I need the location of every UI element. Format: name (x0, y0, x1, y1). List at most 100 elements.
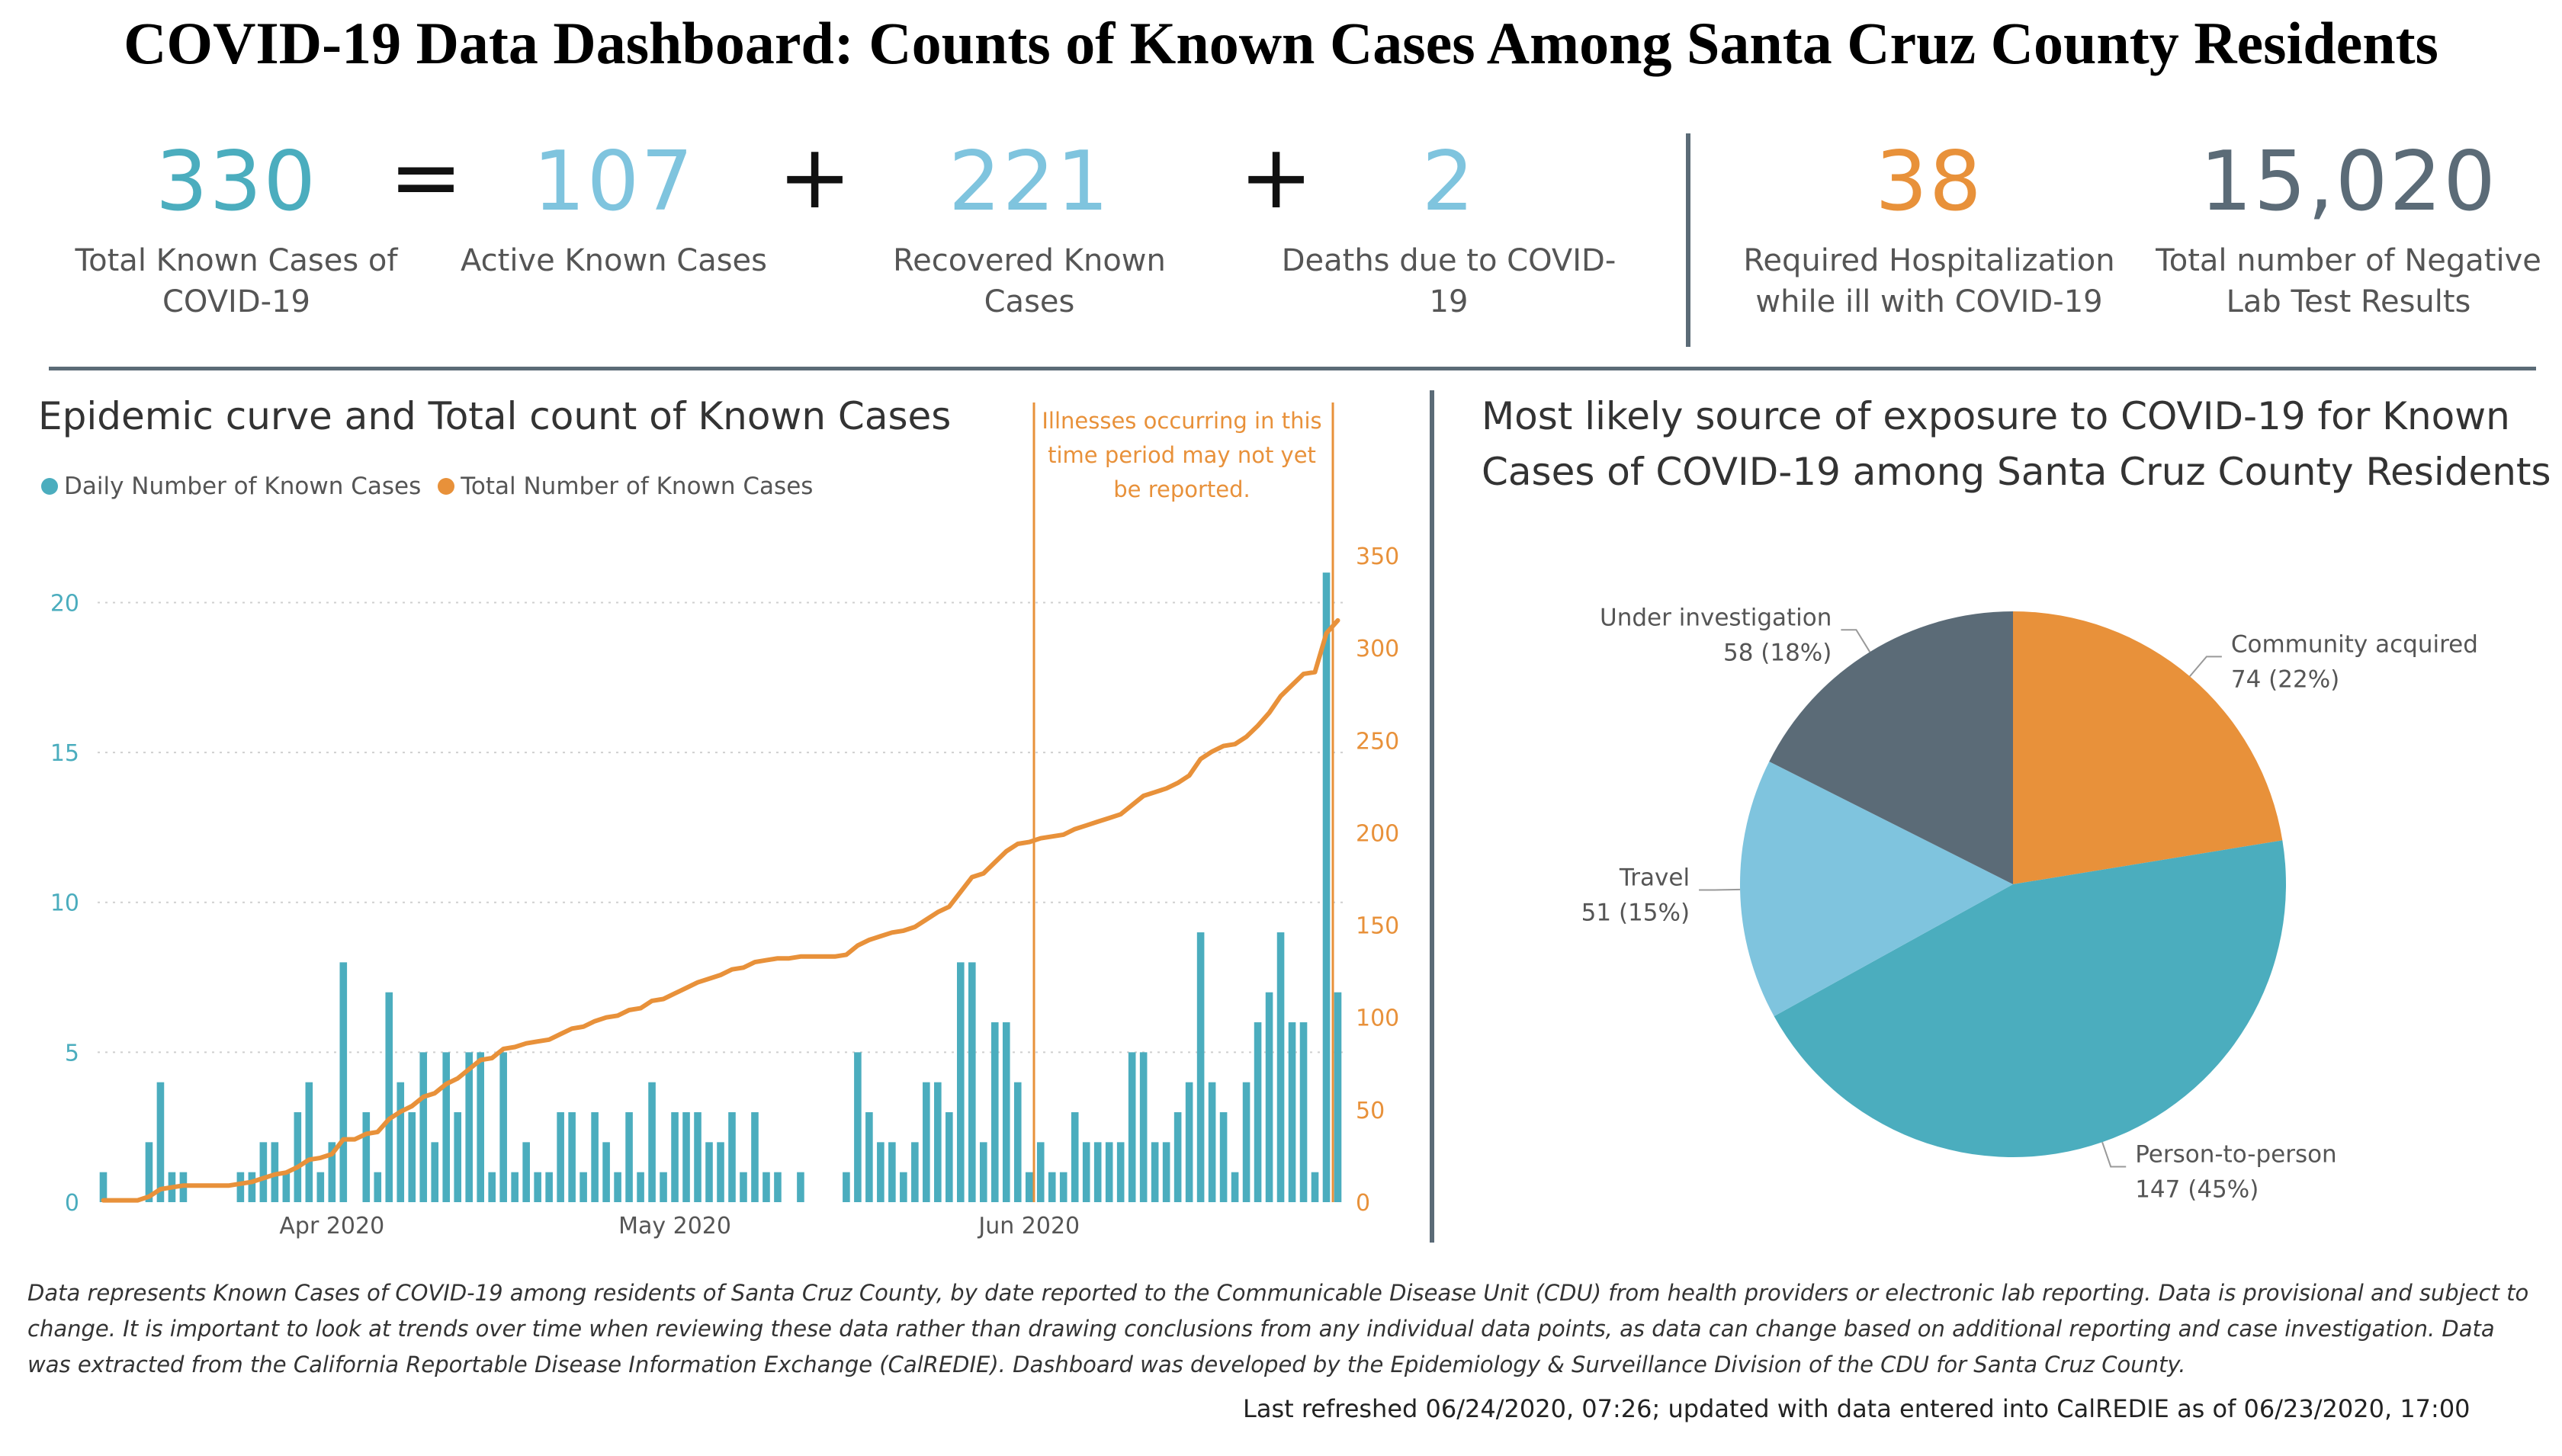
daily-bar (979, 1142, 987, 1202)
daily-bar (1048, 1172, 1056, 1202)
kpi-divider (1686, 133, 1690, 347)
kpi-total-cases: 330 Total Known Cases of COVID-19 (61, 141, 412, 322)
kpi-hospitalization-value: 38 (1875, 134, 1983, 229)
daily-bar (1151, 1142, 1159, 1202)
daily-bar (671, 1112, 679, 1202)
daily-bar (614, 1172, 621, 1202)
daily-bar (637, 1172, 644, 1202)
kpi-negative-label: Total number of Negative Lab Test Result… (2156, 243, 2541, 319)
plus-sign-1: + (778, 126, 852, 229)
equals-sign: = (389, 126, 464, 229)
y-right-tick-label: 150 (1356, 913, 1399, 940)
x-tick-label: May 2020 (618, 1213, 731, 1240)
daily-bar (511, 1172, 518, 1202)
daily-bar (728, 1112, 736, 1202)
daily-bar (1105, 1142, 1113, 1202)
daily-bar (156, 1082, 165, 1202)
total-cases-line (101, 617, 1340, 1203)
daily-bar (865, 1112, 873, 1202)
daily-bar (740, 1172, 747, 1202)
pie-chart-title: Most likely source of exposure to COVID-… (1482, 394, 2551, 494)
pie-label-value: 147 (45%) (2135, 1175, 2259, 1203)
daily-bar (968, 962, 976, 1202)
kpi-hospitalization: 38 Required Hospitalization while ill wi… (1731, 141, 2127, 322)
daily-bar (694, 1112, 702, 1202)
pie-leader-line (2189, 656, 2222, 677)
daily-bar (488, 1172, 496, 1202)
y-right-tick-label: 100 (1356, 1005, 1399, 1032)
pie-slice (1740, 761, 2013, 1017)
daily-bar (557, 1112, 564, 1202)
y-right-tick-label: 0 (1356, 1190, 1370, 1217)
daily-bar (580, 1172, 587, 1202)
kpi-recovered-value: 221 (948, 134, 1111, 229)
daily-bar (1288, 1022, 1296, 1202)
epi-chart-title: Epidemic curve and Total count of Known … (38, 394, 952, 438)
pie-label-value: 58 (18%) (1723, 639, 1832, 666)
kpi-total-value: 330 (155, 134, 318, 229)
daily-bar (1219, 1112, 1228, 1202)
daily-bar (1196, 932, 1205, 1202)
daily-bar (990, 1022, 999, 1202)
daily-bar (1002, 1022, 1010, 1202)
daily-bar (294, 1112, 302, 1202)
kpi-negative-tests: 15,020 Total number of Negative Lab Test… (2143, 141, 2554, 322)
daily-bar (911, 1142, 919, 1202)
x-tick-label: Apr 2020 (279, 1213, 384, 1240)
daily-bar (259, 1142, 268, 1202)
y-left-tick-label: 5 (65, 1040, 79, 1066)
pie-label-value: 74 (22%) (2231, 665, 2339, 693)
y-right-tick-label: 350 (1356, 544, 1399, 570)
daily-bar (385, 992, 393, 1202)
y-right-tick-label: 250 (1356, 728, 1399, 755)
chart-divider (1430, 390, 1434, 1243)
daily-bar (99, 1172, 108, 1202)
daily-bar (751, 1112, 759, 1202)
kpi-deaths-value: 2 (1421, 134, 1476, 229)
daily-bar (1185, 1082, 1193, 1202)
kpi-total-label: Total Known Cases of COVID-19 (75, 243, 398, 319)
plus-sign-2: + (1239, 126, 1314, 229)
daily-bar (442, 1052, 451, 1202)
daily-bar (1173, 1112, 1182, 1202)
pie-label-value: 51 (15%) (1581, 899, 1690, 926)
daily-bar (339, 962, 348, 1202)
daily-bar (499, 1052, 507, 1202)
daily-bar (1299, 1022, 1308, 1202)
daily-bar (328, 1142, 336, 1202)
kpi-active-cases: 107 Active Known Cases (446, 141, 782, 281)
kpi-negative-value: 15,020 (2200, 134, 2497, 229)
kpi-active-label: Active Known Cases (460, 243, 767, 278)
reporting-delay-note: Illnesses occurring in this time period … (1042, 408, 1322, 502)
pie-label-name: Under investigation (1600, 604, 1832, 631)
kpi-hospitalization-label: Required Hospitalization while ill with … (1743, 243, 2115, 319)
daily-bar (282, 1172, 291, 1202)
daily-bar (1242, 1082, 1250, 1202)
daily-bar (923, 1082, 930, 1202)
kpi-deaths-label: Deaths due to COVID-19 (1281, 243, 1616, 319)
daily-bar (1311, 1172, 1319, 1202)
daily-bar (900, 1172, 907, 1202)
pie-leader-line (2101, 1141, 2127, 1168)
daily-bar (1059, 1172, 1068, 1202)
exposure-source-pie-chart: Community acquired 74 (22%) Person-to-pers… (1581, 604, 2478, 1203)
daily-bar (957, 962, 965, 1202)
daily-bar (682, 1112, 690, 1202)
daily-bar (408, 1112, 416, 1202)
daily-bar (396, 1082, 405, 1202)
kpi-recovered-cases: 221 Recovered Known Cases (846, 141, 1212, 322)
daily-bar (1082, 1142, 1090, 1202)
pie-slice (2013, 611, 2283, 884)
daily-bar (1162, 1142, 1170, 1202)
y-right-tick-label: 50 (1356, 1098, 1385, 1124)
data-footnote: Data represents Known Cases of COVID-19 … (27, 1280, 2529, 1377)
legend-label-daily: Daily Number of Known Cases (64, 473, 422, 500)
daily-bar (854, 1052, 862, 1202)
daily-bar (1139, 1052, 1148, 1202)
daily-bar (1254, 1022, 1262, 1202)
daily-bar (1276, 932, 1285, 1202)
daily-bar (545, 1172, 553, 1202)
x-tick-label: Jun 2020 (977, 1213, 1080, 1240)
legend-label-total: Total Number of Known Cases (461, 473, 814, 500)
daily-bar (419, 1052, 428, 1202)
